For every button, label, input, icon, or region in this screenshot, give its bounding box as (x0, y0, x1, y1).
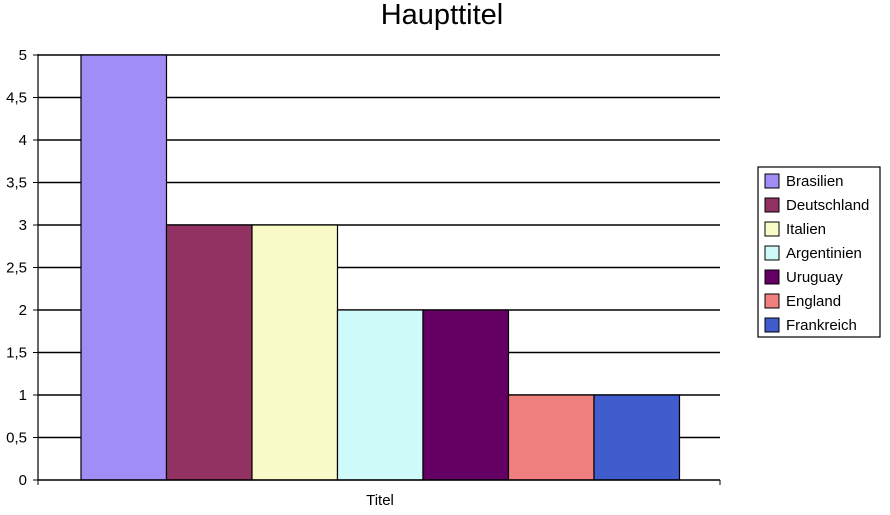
y-tick-label: 0,5 (6, 430, 27, 447)
bar-uruguay (422, 309, 510, 481)
legend-swatch (764, 221, 780, 237)
bar-deutschland (165, 224, 253, 481)
y-tick-label: 0 (19, 472, 27, 489)
chart-title: Haupttitel (381, 0, 504, 31)
legend-label: Italien (786, 221, 826, 238)
legend-label: Uruguay (786, 269, 843, 286)
legend: Brasilien Deutschland Italien Argentinien Ur… (757, 166, 881, 338)
legend-label: Argentinien (786, 245, 862, 262)
y-tick-label: 4,5 (6, 90, 27, 107)
bar-brasilien (80, 54, 168, 481)
legend-label: England (786, 293, 841, 310)
bar-england (507, 394, 595, 481)
y-tick-label: 3,5 (6, 175, 27, 192)
legend-swatch (764, 317, 780, 333)
legend-label: Brasilien (786, 173, 844, 190)
legend-label: Frankreich (786, 317, 857, 334)
y-tick-label: 3 (19, 217, 27, 234)
y-tick-label: 1 (19, 387, 27, 404)
legend-label: Deutschland (786, 197, 869, 214)
legend-swatch (764, 197, 780, 213)
y-tick-label: 5 (19, 47, 27, 64)
bar-italien (251, 224, 339, 481)
bar-frankreich (593, 394, 681, 481)
legend-swatch (764, 293, 780, 309)
y-tick-label: 2 (19, 302, 27, 319)
y-tick-label: 1,5 (6, 345, 27, 362)
y-tick-labels: 0 0,5 1 1,5 2 2,5 3 3,5 4 4,5 5 (6, 47, 27, 489)
bar-argentinien (336, 309, 424, 481)
y-tick-label: 2,5 (6, 260, 27, 277)
legend-swatch (764, 173, 780, 189)
x-category-label: Titel (366, 492, 394, 509)
legend-swatch (764, 245, 780, 261)
legend-swatch (764, 269, 780, 285)
axes (33, 54, 721, 485)
y-tick-label: 4 (19, 132, 27, 149)
